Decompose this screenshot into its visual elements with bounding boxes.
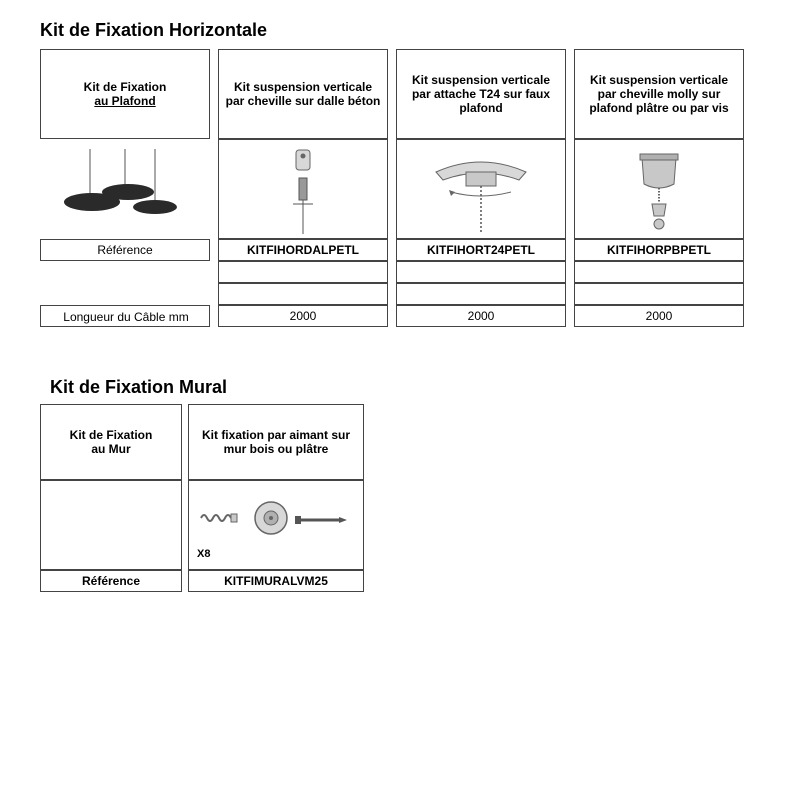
wall-header-row: Kit de Fixation au Mur Kit fixation par … [40,404,760,480]
blank-b-1 [396,261,566,283]
blank-a-1 [218,261,388,283]
horizontal-blank-row-2 [40,283,760,305]
horizontal-header-row: Kit de Fixation au Plafond Kit suspensio… [40,49,760,139]
horizontal-col-b-cable: 2000 [396,305,566,327]
wall-col-a-image: X8 [188,480,364,570]
blank-left-1 [40,261,210,283]
horizontal-col-a-image [218,139,388,239]
wall-ref-row: Référence KITFIMURALVM25 [40,570,760,592]
horizontal-cable-label: Longueur du Câble mm [40,305,210,327]
horizontal-ref-row: Référence KITFIHORDALPETL KITFIHORT24PET… [40,239,760,261]
horizontal-section-title: Kit de Fixation Horizontale [40,20,760,41]
horizontal-col-b-header: Kit suspension verticale par attache T24… [396,49,566,139]
wall-left-header-line2: au Mur [91,442,130,456]
dowel-anchor-icon [263,144,343,234]
horizontal-col-c-header: Kit suspension verticale par cheville mo… [574,49,744,139]
pendant-discs-icon [50,144,200,234]
horizontal-col-b-ref: KITFIHORT24PETL [396,239,566,261]
wall-col-a-header: Kit fixation par aimant sur mur bois ou … [188,404,364,480]
blank-c-1 [574,261,744,283]
horizontal-left-image [40,139,210,239]
wall-col-a-ref: KITFIMURALVM25 [188,570,364,592]
molly-anchor-icon [614,144,704,234]
horizontal-col-c-cable: 2000 [574,305,744,327]
wall-image-row: X8 [40,480,760,570]
blank-a-2 [218,283,388,305]
left-header-line2: au Plafond [94,94,155,108]
left-header-line1: Kit de Fixation [84,80,167,94]
horizontal-ref-label: Référence [40,239,210,261]
horizontal-image-row [40,139,760,239]
horizontal-col-b-image [396,139,566,239]
magnet-hardware-icon [193,490,353,546]
horizontal-col-c-ref: KITFIHORPBPETL [574,239,744,261]
blank-c-2 [574,283,744,305]
horizontal-cable-row: Longueur du Câble mm 2000 2000 2000 [40,305,760,327]
blank-left-2 [40,283,210,305]
wall-ref-label: Référence [40,570,182,592]
horizontal-col-a-ref: KITFIHORDALPETL [218,239,388,261]
wall-left-header-line1: Kit de Fixation [70,428,153,442]
wall-qty-label: X8 [197,548,210,560]
wall-left-image [40,480,182,570]
horizontal-left-header: Kit de Fixation au Plafond [40,49,210,139]
horizontal-col-c-image [574,139,744,239]
wall-section-title: Kit de Fixation Mural [50,377,760,398]
blank-b-2 [396,283,566,305]
horizontal-col-a-header: Kit suspension verticale par cheville su… [218,49,388,139]
horizontal-blank-row-1 [40,261,760,283]
horizontal-col-a-cable: 2000 [218,305,388,327]
t24-clip-icon [411,144,551,234]
wall-left-header: Kit de Fixation au Mur [40,404,182,480]
